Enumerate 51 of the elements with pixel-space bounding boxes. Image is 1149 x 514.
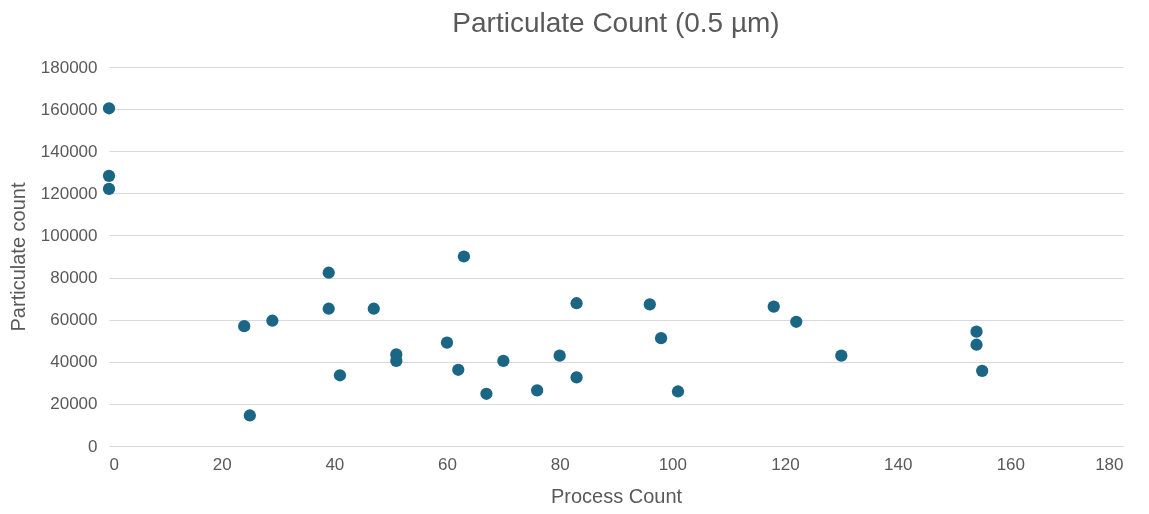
point — [767, 300, 780, 313]
y-tick-label: 180000 — [40, 57, 98, 77]
point — [497, 354, 510, 368]
point — [452, 363, 465, 376]
y-axis-title: Particulate count — [6, 182, 29, 332]
x-tick-label: 20 — [212, 454, 232, 474]
point — [671, 385, 685, 398]
x-tick-label: 140 — [883, 454, 913, 474]
y-tick-label: 20000 — [50, 394, 98, 414]
point — [570, 371, 583, 384]
x-tick-label: 120 — [771, 454, 800, 474]
point — [367, 302, 380, 315]
chart-title: Particulate Count (0.5 µm) — [452, 7, 780, 38]
y-tick-label: 120000 — [40, 183, 98, 203]
point — [480, 387, 493, 400]
x-tick-label: 40 — [325, 454, 345, 474]
x-axis-title: Process Count — [550, 484, 683, 507]
point — [243, 409, 256, 422]
point — [102, 102, 116, 115]
point — [553, 349, 566, 362]
point — [790, 315, 803, 328]
x-tick-label: 160 — [996, 454, 1026, 474]
point — [322, 302, 335, 315]
point — [531, 384, 544, 397]
y-tick-label: 140000 — [40, 141, 98, 161]
point — [643, 298, 656, 311]
point — [570, 297, 583, 310]
y-tick-label: 80000 — [50, 268, 98, 288]
point — [457, 250, 471, 263]
point — [333, 369, 347, 382]
y-tick-label: 160000 — [40, 99, 98, 119]
point — [266, 314, 279, 327]
point — [102, 169, 116, 182]
point — [238, 320, 251, 333]
point — [976, 364, 989, 377]
x-tick-label: 100 — [658, 454, 688, 474]
y-tick-label: 40000 — [50, 352, 98, 372]
y-tick-label: 60000 — [50, 310, 98, 330]
x-tick-label: 0 — [109, 454, 119, 474]
point — [654, 332, 668, 345]
x-tick-label: 180 — [1095, 454, 1124, 474]
point — [835, 349, 848, 362]
point — [322, 266, 335, 279]
point — [970, 325, 983, 338]
point — [970, 338, 983, 351]
point — [440, 336, 454, 349]
point — [102, 182, 116, 196]
x-tick-label: 60 — [438, 454, 457, 474]
x-tick-label: 80 — [550, 454, 570, 474]
y-tick-label: 100000 — [40, 225, 98, 245]
y-tick-label: 0 — [88, 436, 98, 456]
